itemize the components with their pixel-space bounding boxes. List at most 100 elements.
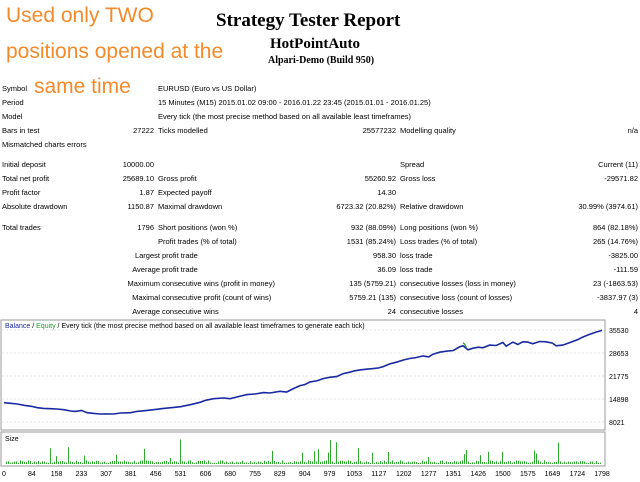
- size-bar: [24, 461, 25, 464]
- size-bar: [292, 462, 293, 464]
- size-bar: [506, 461, 507, 464]
- size-bar: [548, 462, 549, 464]
- size-bar: [166, 460, 167, 464]
- size-bar: [264, 460, 265, 464]
- size-bar: [464, 454, 465, 464]
- size-bar: [290, 462, 291, 464]
- size-bar: [446, 461, 447, 464]
- size-bar: [98, 461, 99, 464]
- size-bar: [510, 461, 511, 464]
- avg-cons-wins-value: 24: [387, 307, 396, 316]
- size-bar: [368, 462, 369, 464]
- overlay-line-1: Used only TWO: [6, 4, 154, 27]
- avg-cons-wins-label: consecutive wins: [162, 307, 219, 316]
- chart-legend: Balance / Equity / Every tick (the most …: [5, 323, 365, 330]
- size-bar: [422, 460, 423, 464]
- balance-chart: Balance / Equity / Every tick (the most …: [0, 318, 640, 480]
- size-bar: [26, 462, 27, 464]
- size-bar: [374, 462, 375, 464]
- size-bar: [114, 461, 115, 464]
- size-bar: [244, 462, 245, 464]
- largest-label: Largest: [134, 251, 160, 260]
- size-bar: [348, 460, 349, 464]
- size-bar: [216, 462, 217, 464]
- profit-trades-label: Profit trades (% of total): [158, 237, 237, 246]
- size-bar: [192, 462, 193, 464]
- size-bar: [196, 462, 197, 464]
- size-bar: [414, 461, 415, 464]
- size-bar: [354, 461, 355, 464]
- spread-value: Current (11): [598, 160, 638, 169]
- size-bar: [528, 462, 529, 464]
- size-bar: [516, 460, 517, 464]
- size-bar: [330, 440, 331, 464]
- size-bar: [214, 462, 215, 464]
- quality-value: n/a: [627, 126, 638, 135]
- size-bar: [596, 461, 597, 464]
- size-bar: [524, 461, 525, 464]
- size-bar: [262, 462, 263, 464]
- avg-profit-label: profit trade: [162, 265, 198, 274]
- size-bar: [480, 455, 481, 464]
- size-bar: [260, 461, 261, 464]
- size-bar: [556, 461, 557, 464]
- size-bar: [126, 461, 127, 464]
- x-tick-label: 1426: [470, 471, 486, 478]
- size-bar: [46, 462, 47, 464]
- size-bar: [430, 461, 431, 464]
- size-bar: [208, 460, 209, 464]
- size-bar: [90, 462, 91, 464]
- short-positions-value: 932 (88.09%): [350, 223, 396, 232]
- size-bar: [532, 461, 533, 464]
- avg-cons-label: Average: [132, 307, 160, 316]
- bars-value: 27222: [133, 126, 154, 135]
- size-bar: [428, 456, 429, 464]
- size-bar: [308, 460, 309, 464]
- size-bar: [130, 462, 131, 464]
- size-bar: [66, 462, 67, 464]
- avg-cons-losses-value: 4: [633, 307, 638, 316]
- model-label: Model: [2, 112, 23, 121]
- size-bar: [484, 462, 485, 464]
- size-bar: [332, 461, 333, 464]
- size-bar: [366, 461, 367, 464]
- size-bar: [190, 460, 191, 464]
- size-bar: [246, 462, 247, 464]
- total-trades-label: Total trades: [2, 223, 41, 232]
- size-bar: [568, 461, 569, 464]
- x-tick-label: 84: [28, 471, 36, 478]
- size-bar: [302, 452, 303, 464]
- size-bar: [202, 461, 203, 464]
- size-bar: [132, 462, 133, 464]
- size-bar: [10, 462, 11, 464]
- size-bar: [76, 460, 77, 464]
- total-trades-value: 1796: [137, 223, 154, 232]
- size-bar: [478, 461, 479, 464]
- size-bar: [372, 452, 373, 464]
- size-bar: [176, 461, 177, 464]
- size-bar: [274, 461, 275, 464]
- legend-balance: Balance: [5, 323, 30, 330]
- size-bar: [492, 460, 493, 464]
- size-bar: [32, 462, 33, 464]
- size-bar: [402, 461, 403, 464]
- size-bar: [226, 461, 227, 464]
- size-bar: [68, 447, 69, 464]
- size-bar: [128, 461, 129, 464]
- size-bar: [198, 460, 199, 464]
- size-bar: [186, 462, 187, 464]
- maximal-loss-value: -3837.97 (3): [597, 293, 638, 302]
- size-bar: [254, 461, 255, 464]
- size-bar: [60, 461, 61, 464]
- x-tick-label: 829: [274, 471, 286, 478]
- max-cons-wins-label: consecutive wins (profit in money): [162, 279, 275, 288]
- x-axis-ticks: 0 84 158 233 307 381 456 531 606 680 755 829 904 979 1…: [2, 471, 610, 478]
- expected-payoff-label: Expected payoff: [158, 188, 212, 197]
- size-bar: [462, 460, 463, 464]
- size-bar: [298, 461, 299, 464]
- x-tick-label: 307: [100, 471, 112, 478]
- size-bar: [324, 460, 325, 464]
- size-bar: [278, 461, 279, 464]
- quality-label: Modelling quality: [400, 126, 456, 135]
- size-bar: [550, 462, 551, 464]
